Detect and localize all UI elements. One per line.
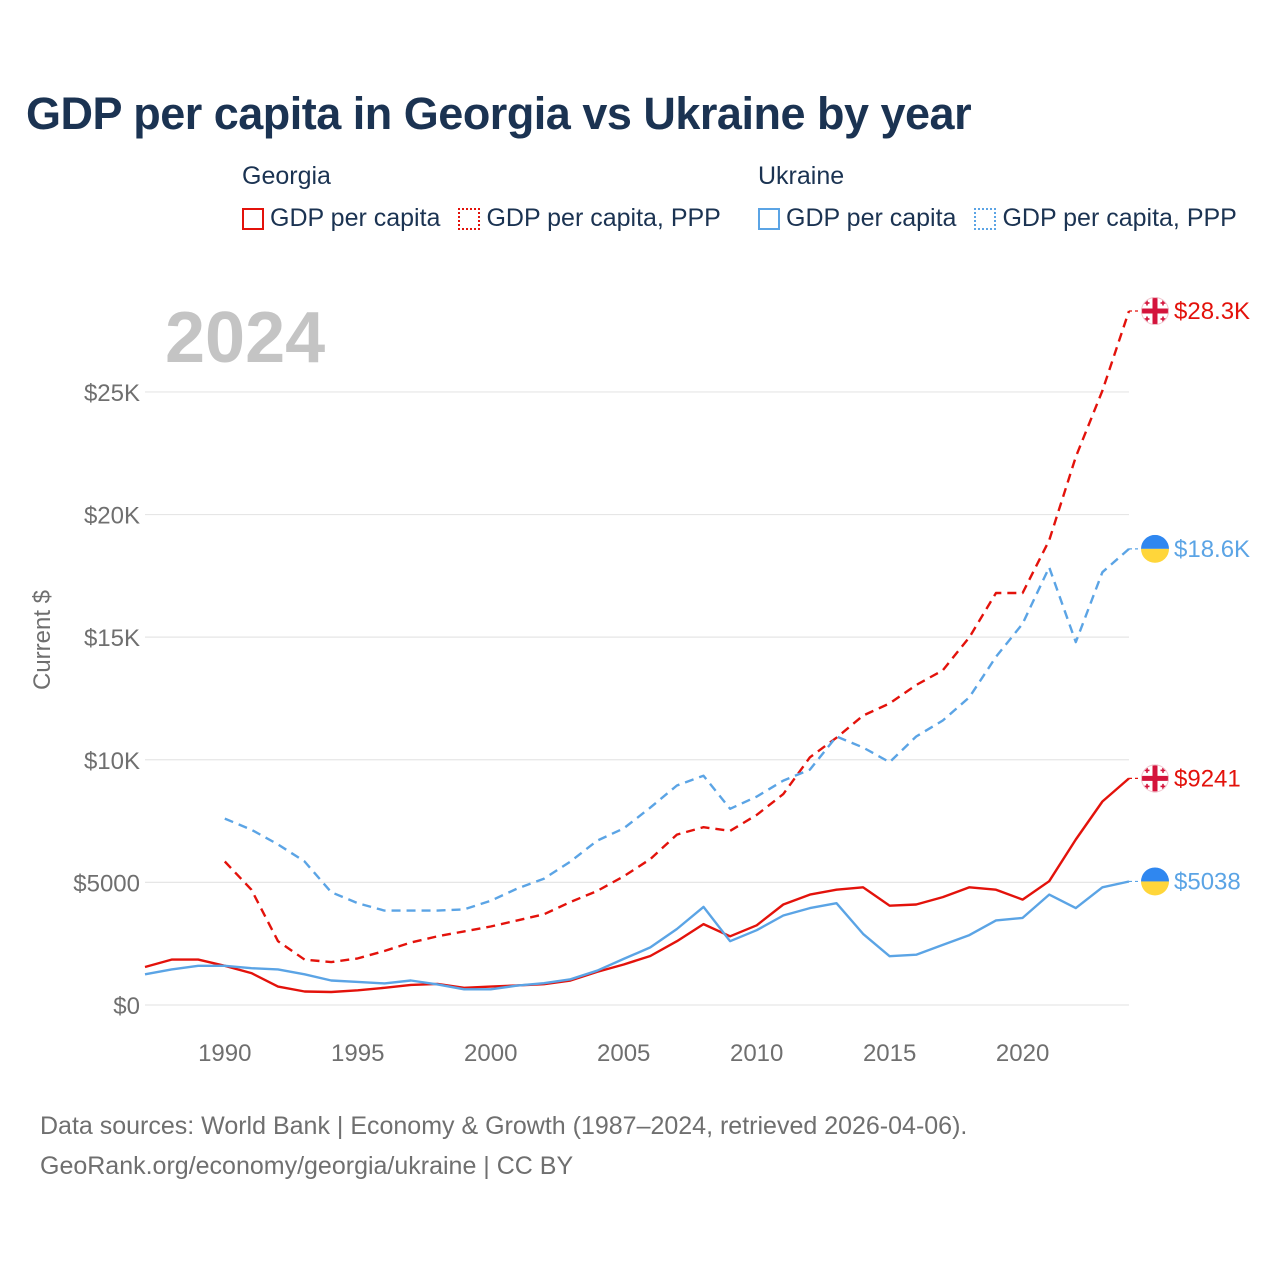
y-axis-label: Current $ xyxy=(29,590,56,690)
x-tick-label: 2010 xyxy=(730,1040,783,1067)
legend-item-label: GDP per capita xyxy=(270,204,441,232)
ukraine-flag-icon xyxy=(1141,867,1169,896)
chart-title: GDP per capita in Georgia vs Ukraine by … xyxy=(26,88,972,139)
legend-item-georgia-gdp[interactable]: GDP per capita xyxy=(242,204,440,233)
x-tick-label: 1990 xyxy=(198,1040,251,1067)
ukraine-flag-icon xyxy=(1141,534,1169,563)
y-tick-label: $20K xyxy=(84,503,140,530)
legend-group-georgia: Georgia GDP per capita GDP per capita, P… xyxy=(242,162,721,233)
series-line[interactable] xyxy=(144,777,1130,994)
legend-swatch-solid xyxy=(758,207,780,230)
end-value-label: $18.6K xyxy=(1174,536,1250,563)
year-watermark: 2024 xyxy=(165,298,325,378)
footer-attribution: GeoRank.org/economy/georgia/ukraine | CC… xyxy=(40,1152,574,1180)
georgia-flag-icon xyxy=(1141,764,1169,793)
x-tick-label: 2015 xyxy=(863,1040,916,1067)
y-tick-label: $25K xyxy=(84,380,140,407)
series-line[interactable] xyxy=(144,880,1130,991)
georgia-flag-icon xyxy=(1141,297,1169,325)
legend-swatch-solid xyxy=(242,207,264,230)
end-value-label: $28.3K xyxy=(1174,298,1250,325)
end-value-label: $9241 xyxy=(1174,765,1241,792)
end-value-label: $5038 xyxy=(1174,868,1241,895)
x-tick-label: 2000 xyxy=(464,1040,517,1067)
legend-item-georgia-gdp-ppp[interactable]: GDP per capita, PPP xyxy=(458,204,721,233)
legend-group-label: Georgia xyxy=(242,162,331,190)
y-tick-label: $15K xyxy=(84,625,140,652)
y-tick-label: $0 xyxy=(113,993,140,1020)
legend-swatch-dotted xyxy=(458,207,481,230)
legend-item-label: GDP per capita, PPP xyxy=(1002,204,1237,232)
legend-item-label: GDP per capita, PPP xyxy=(486,204,721,232)
footer: Data sources: World Bank | Economy & Gro… xyxy=(40,1106,967,1186)
y-tick-label: $5000 xyxy=(73,870,140,897)
legend-item-ukraine-gdp-ppp[interactable]: GDP per capita, PPP xyxy=(974,204,1237,233)
legend-group-ukraine: Ukraine GDP per capita GDP per capita, P… xyxy=(758,162,1237,233)
x-tick-label: 2020 xyxy=(996,1040,1049,1067)
legend-item-label: GDP per capita xyxy=(786,204,957,232)
x-tick-label: 2005 xyxy=(597,1040,650,1067)
y-tick-label: $10K xyxy=(84,748,140,775)
legend-item-ukraine-gdp[interactable]: GDP per capita xyxy=(758,204,956,233)
series-line[interactable] xyxy=(224,547,1130,912)
legend-swatch-dotted xyxy=(974,207,997,230)
x-tick-label: 1995 xyxy=(331,1040,384,1067)
legend-group-label: Ukraine xyxy=(758,162,845,190)
footer-source: Data sources: World Bank | Economy & Gro… xyxy=(40,1112,968,1140)
series-line[interactable] xyxy=(223,310,1131,964)
